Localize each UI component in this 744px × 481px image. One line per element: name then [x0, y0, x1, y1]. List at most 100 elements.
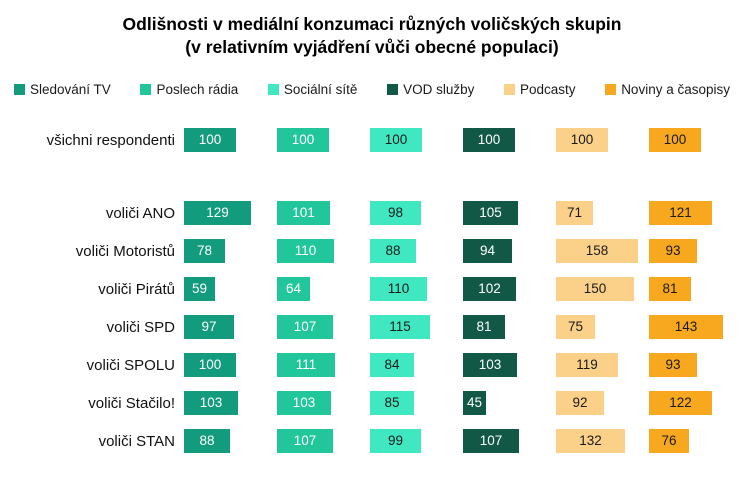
bar-value: 129 [184, 201, 251, 225]
legend-label: Noviny a časopisy [621, 82, 730, 97]
bar-value: 76 [649, 429, 689, 453]
bar-value: 94 [463, 239, 512, 263]
legend-item-4: VOD služby [387, 82, 474, 97]
bar-column: 132 [556, 429, 649, 453]
bar-column: 143 [649, 315, 742, 339]
row-label: voliči Stačilo! [88, 394, 175, 412]
legend-item-1: Sledování TV [14, 82, 111, 97]
bar-value: 122 [649, 391, 712, 415]
bar-value: 88 [370, 239, 416, 263]
bar-value: 81 [463, 315, 505, 339]
bar-column: 100 [184, 128, 277, 152]
bar-column: 92 [556, 391, 649, 415]
bar-value: 103 [184, 391, 238, 415]
bar-value: 103 [277, 391, 331, 415]
bar-column: 103 [277, 391, 370, 415]
bar-column: 110 [370, 277, 463, 301]
bar-value: 92 [556, 391, 604, 415]
chart-row: voliči SPD 97 107 115 81 75 143 [8, 315, 744, 339]
bar-value: 100 [463, 128, 515, 152]
legend-swatch-icon [140, 84, 152, 95]
row-label: všichni respondenti [46, 131, 175, 149]
bar-column: 111 [277, 353, 370, 377]
bar-column: 105 [463, 201, 556, 225]
bar-column: 75 [556, 315, 649, 339]
bar-column: 107 [277, 429, 370, 453]
bar-column: 100 [184, 353, 277, 377]
group-spacer [8, 166, 744, 201]
legend-label: VOD služby [403, 82, 475, 97]
bar-column: 121 [649, 201, 742, 225]
bar-chart-area: všichni respondenti 100 100 100 100 100 100 vol… [0, 128, 744, 453]
row-label: voliči SPD [106, 318, 175, 336]
chart-row: všichni respondenti 100 100 100 100 100 100 [8, 128, 744, 152]
legend-swatch-icon [387, 84, 399, 95]
bar-column: 103 [463, 353, 556, 377]
legend-swatch-icon [267, 84, 279, 95]
bar-value: 107 [277, 315, 333, 339]
bar-value: 100 [556, 128, 608, 152]
legend-label: Podcasty [520, 82, 576, 97]
bar-columns: 100 100 100 100 100 100 [184, 128, 742, 152]
bar-value: 110 [370, 277, 427, 301]
bar-value: 115 [370, 315, 430, 339]
legend-swatch-icon [605, 84, 617, 95]
bar-column: 103 [184, 391, 277, 415]
bar-value: 93 [649, 239, 697, 263]
bar-value: 100 [370, 128, 422, 152]
bar-value: 45 [463, 391, 486, 415]
bar-value: 102 [463, 277, 516, 301]
row-label: voliči Pirátů [98, 280, 175, 298]
legend-item-2: Poslech rádia [140, 82, 238, 97]
bar-column: 71 [556, 201, 649, 225]
bar-column: 122 [649, 391, 742, 415]
bar-column: 88 [184, 429, 277, 453]
bar-column: 107 [277, 315, 370, 339]
bar-value: 101 [277, 201, 330, 225]
bar-value: 107 [277, 429, 333, 453]
bar-value: 100 [649, 128, 701, 152]
bar-value: 93 [649, 353, 697, 377]
bar-value: 119 [556, 353, 618, 377]
bar-column: 76 [649, 429, 742, 453]
bar-column: 115 [370, 315, 463, 339]
bar-value: 100 [184, 128, 236, 152]
chart-title-line-2: (v relativním vyjádření vůči obecné popu… [185, 37, 559, 57]
bar-column: 100 [370, 128, 463, 152]
bar-value: 81 [649, 277, 691, 301]
bar-column: 64 [277, 277, 370, 301]
bar-column: 102 [463, 277, 556, 301]
bar-column: 100 [649, 128, 742, 152]
bar-column: 93 [649, 239, 742, 263]
bar-column: 99 [370, 429, 463, 453]
bar-column: 100 [556, 128, 649, 152]
chart-row: voliči ANO 129 101 98 105 71 121 [8, 201, 744, 225]
bar-column: 98 [370, 201, 463, 225]
bar-column: 85 [370, 391, 463, 415]
bar-column: 88 [370, 239, 463, 263]
chart-legend: Sledování TV Poslech rádia Sociální sítě VO… [14, 81, 730, 98]
legend-label: Sociální sítě [283, 82, 358, 97]
bar-column: 81 [649, 277, 742, 301]
legend-label: Sledování TV [30, 82, 111, 97]
bar-value: 158 [556, 239, 638, 263]
legend-swatch-icon [14, 84, 25, 95]
bar-value: 84 [370, 353, 414, 377]
bar-column: 150 [556, 277, 649, 301]
bar-value: 85 [370, 391, 414, 415]
bar-value: 71 [556, 201, 593, 225]
chart-title-line-1: Odlišnosti v mediální konzumaci různých … [122, 14, 622, 34]
chart-row: voliči SPOLU 100 111 84 103 119 93 [8, 353, 744, 377]
legend-item-3: Sociální sítě [267, 82, 358, 97]
bar-value: 121 [649, 201, 712, 225]
bar-column: 94 [463, 239, 556, 263]
bar-value: 64 [277, 277, 310, 301]
bar-value: 143 [649, 315, 723, 339]
bar-value: 75 [556, 315, 595, 339]
bar-value: 100 [184, 353, 236, 377]
bar-value: 110 [277, 239, 334, 263]
bar-columns: 59 64 110 102 150 81 [184, 277, 742, 301]
bar-column: 84 [370, 353, 463, 377]
bar-column: 119 [556, 353, 649, 377]
legend-swatch-icon [504, 84, 516, 95]
